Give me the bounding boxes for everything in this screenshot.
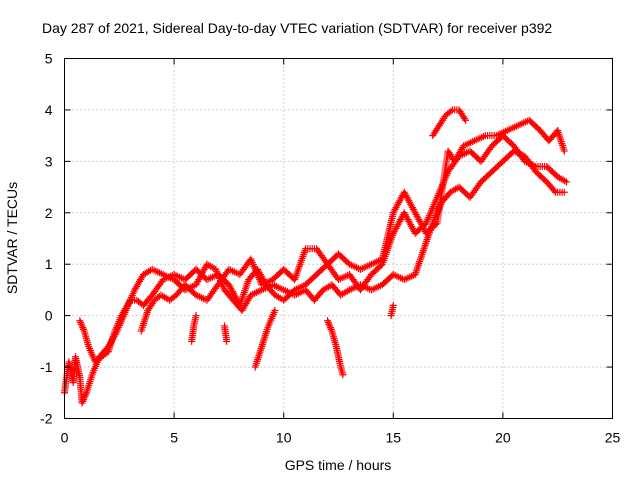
x-tick-label: 20 [495,430,511,446]
data-point-marker [560,147,568,155]
y-tick-label: 0 [45,308,53,324]
x-axis-title: GPS time / hours [285,457,392,473]
plot-frame [64,58,613,419]
y-tick-label: 4 [45,102,53,118]
data-point-marker [326,324,334,332]
data-point-marker [447,107,455,115]
y-tick-label: 2 [45,205,53,221]
data-point-marker [76,317,84,325]
y-tick-label: 3 [45,153,53,169]
data-point-marker [324,317,332,325]
data-point-marker [79,397,87,405]
data-point-marker [82,391,90,398]
data-point-marker [432,220,440,228]
data-point-marker [125,298,133,306]
data-point-marker [81,392,89,400]
x-tick-label: 0 [61,430,69,446]
data-point-marker [77,320,85,328]
data-point-marker [79,325,87,333]
data-point-marker [78,322,86,330]
data-point-marker [77,319,85,326]
series-track-2 [76,132,570,366]
y-tick-label: -2 [40,411,53,427]
chart-title: Day 287 of 2021, Sidereal Day-to-day VTE… [42,20,552,36]
data-point-marker [550,187,558,195]
series-track-4 [429,106,470,140]
data-point-marker [389,301,397,309]
y-tick-labels: -2 -1 0 1 2 3 4 5 [40,51,53,427]
x-tick-label: 5 [170,430,178,446]
data-point-marker [327,325,335,333]
data-point-marker [326,322,334,330]
x-tick-label: 25 [605,430,621,446]
data-point-marker [192,312,200,320]
y-axis-title: SDTVAR / TECUs [4,182,20,294]
grid-lines [64,58,613,419]
data-point-marker [80,394,88,402]
data-point-marker [461,115,469,122]
x-tick-label: 10 [276,430,292,446]
data-point-marker [79,324,87,332]
data-point-marker [78,399,86,407]
data-point-marker [223,337,231,345]
data-point-marker [562,178,570,186]
data-point-marker [339,371,347,379]
x-tick-labels: 0 5 10 15 20 25 [61,430,621,446]
data-point-marker [560,188,568,196]
data-point-marker [325,320,333,328]
axis-ticks [64,58,613,419]
data-point-marker [324,319,332,326]
y-tick-label: -1 [40,359,53,375]
y-tick-label: 5 [45,51,53,67]
series-track-5 [188,301,397,379]
data-point-marker [79,396,87,404]
data-point-marker [271,307,279,314]
x-tick-label: 15 [386,430,402,446]
series-track-3 [137,116,568,335]
data-points [61,106,570,407]
y-tick-label: 1 [45,256,53,272]
data-point-marker [462,116,470,124]
